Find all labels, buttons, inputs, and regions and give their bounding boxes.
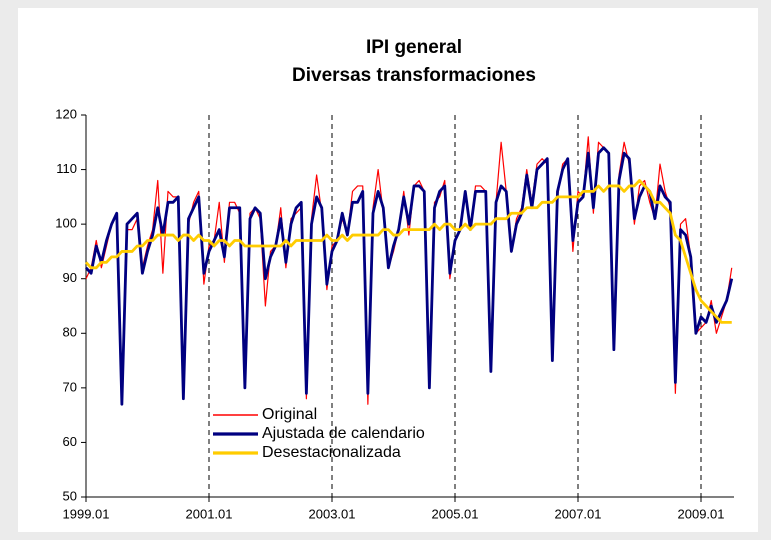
- y-tick-label: 60: [63, 434, 77, 449]
- y-tick-label: 80: [63, 325, 77, 340]
- legend-label: Original: [262, 406, 317, 423]
- y-tick-label: 100: [55, 216, 77, 231]
- y-tick-label: 110: [56, 161, 77, 176]
- chart-title: Diversas transformaciones: [292, 65, 536, 86]
- legend-label: Desestacionalizada: [262, 444, 401, 461]
- x-tick-label: 2001.01: [186, 506, 233, 521]
- x-tick-label: 2003.01: [309, 506, 356, 521]
- chart-title: IPI general: [366, 37, 462, 58]
- x-tick-label: 2005.01: [432, 506, 479, 521]
- series-line: [84, 146, 734, 406]
- legend-label: Ajustada de calendario: [262, 425, 425, 442]
- x-tick-label: 2009.01: [678, 506, 725, 521]
- x-tick-label: 1999.01: [63, 506, 110, 521]
- x-tick-label: 2007.01: [555, 506, 602, 521]
- series-line: [84, 179, 732, 324]
- y-tick-label: 90: [63, 270, 77, 285]
- y-tick-label: 50: [63, 488, 77, 503]
- series-line: [85, 136, 733, 405]
- y-tick-label: 70: [63, 379, 77, 394]
- y-tick-label: 120: [55, 106, 77, 121]
